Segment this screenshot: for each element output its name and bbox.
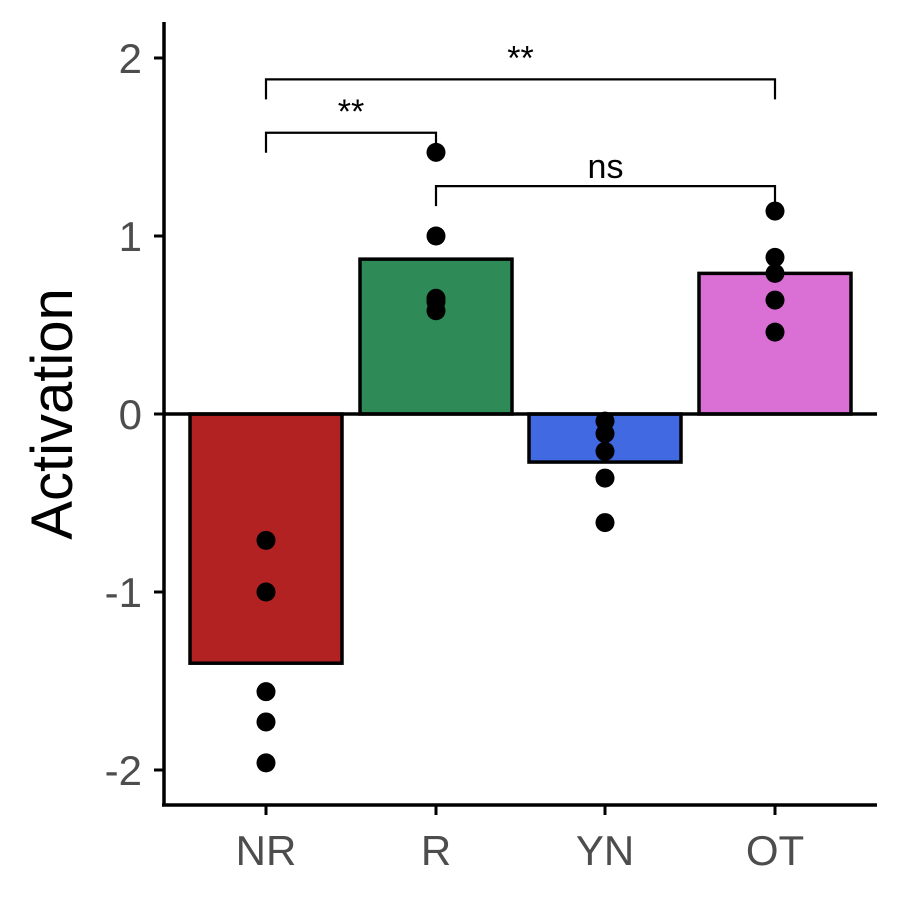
y-tick-label: 0 bbox=[119, 391, 142, 438]
x-tick-label-ot: OT bbox=[746, 827, 804, 874]
points-layer bbox=[256, 142, 785, 773]
point-yn-3 bbox=[595, 441, 615, 461]
x-tick-label-nr: NR bbox=[236, 827, 297, 874]
bars-layer bbox=[164, 257, 877, 665]
y-tick-label: 2 bbox=[119, 35, 142, 82]
y-axis-title: Activation bbox=[20, 288, 85, 539]
point-nr-1 bbox=[256, 530, 276, 550]
x-tick-label-r: R bbox=[421, 827, 451, 874]
bar-r bbox=[358, 257, 514, 416]
point-nr-2 bbox=[256, 582, 276, 602]
point-ot-5 bbox=[765, 322, 785, 342]
y-tick-label: -2 bbox=[105, 747, 142, 794]
point-ot-4 bbox=[765, 290, 785, 310]
brackets-layer: ** ** ns bbox=[264, 39, 777, 207]
y-ticks-layer: 2 1 0 -1 -2 bbox=[105, 35, 164, 794]
point-nr-4 bbox=[256, 712, 276, 732]
x-ticks-layer: NR R YN OT bbox=[236, 805, 804, 874]
point-r-2 bbox=[426, 226, 446, 246]
point-ot-1 bbox=[765, 201, 785, 221]
point-nr-5 bbox=[256, 753, 276, 773]
sig-label-nr-ot: ** bbox=[507, 39, 533, 77]
y-tick-label: 1 bbox=[119, 213, 142, 260]
sig-label-nr-r: ** bbox=[338, 93, 364, 131]
point-r-5 bbox=[426, 301, 446, 321]
point-yn-5 bbox=[595, 513, 615, 533]
bracket-nr-r bbox=[264, 131, 438, 153]
bracket-nr-ot bbox=[264, 78, 777, 100]
point-ot-3 bbox=[765, 263, 785, 283]
point-nr-3 bbox=[256, 682, 276, 702]
bracket-r-ot bbox=[434, 185, 777, 207]
point-yn-4 bbox=[595, 468, 615, 488]
sig-label-r-ot: ns bbox=[588, 148, 624, 186]
point-ot-2 bbox=[765, 247, 785, 267]
point-yn-2 bbox=[595, 424, 615, 444]
x-tick-label-yn: YN bbox=[576, 827, 634, 874]
y-tick-label: -1 bbox=[105, 569, 142, 616]
